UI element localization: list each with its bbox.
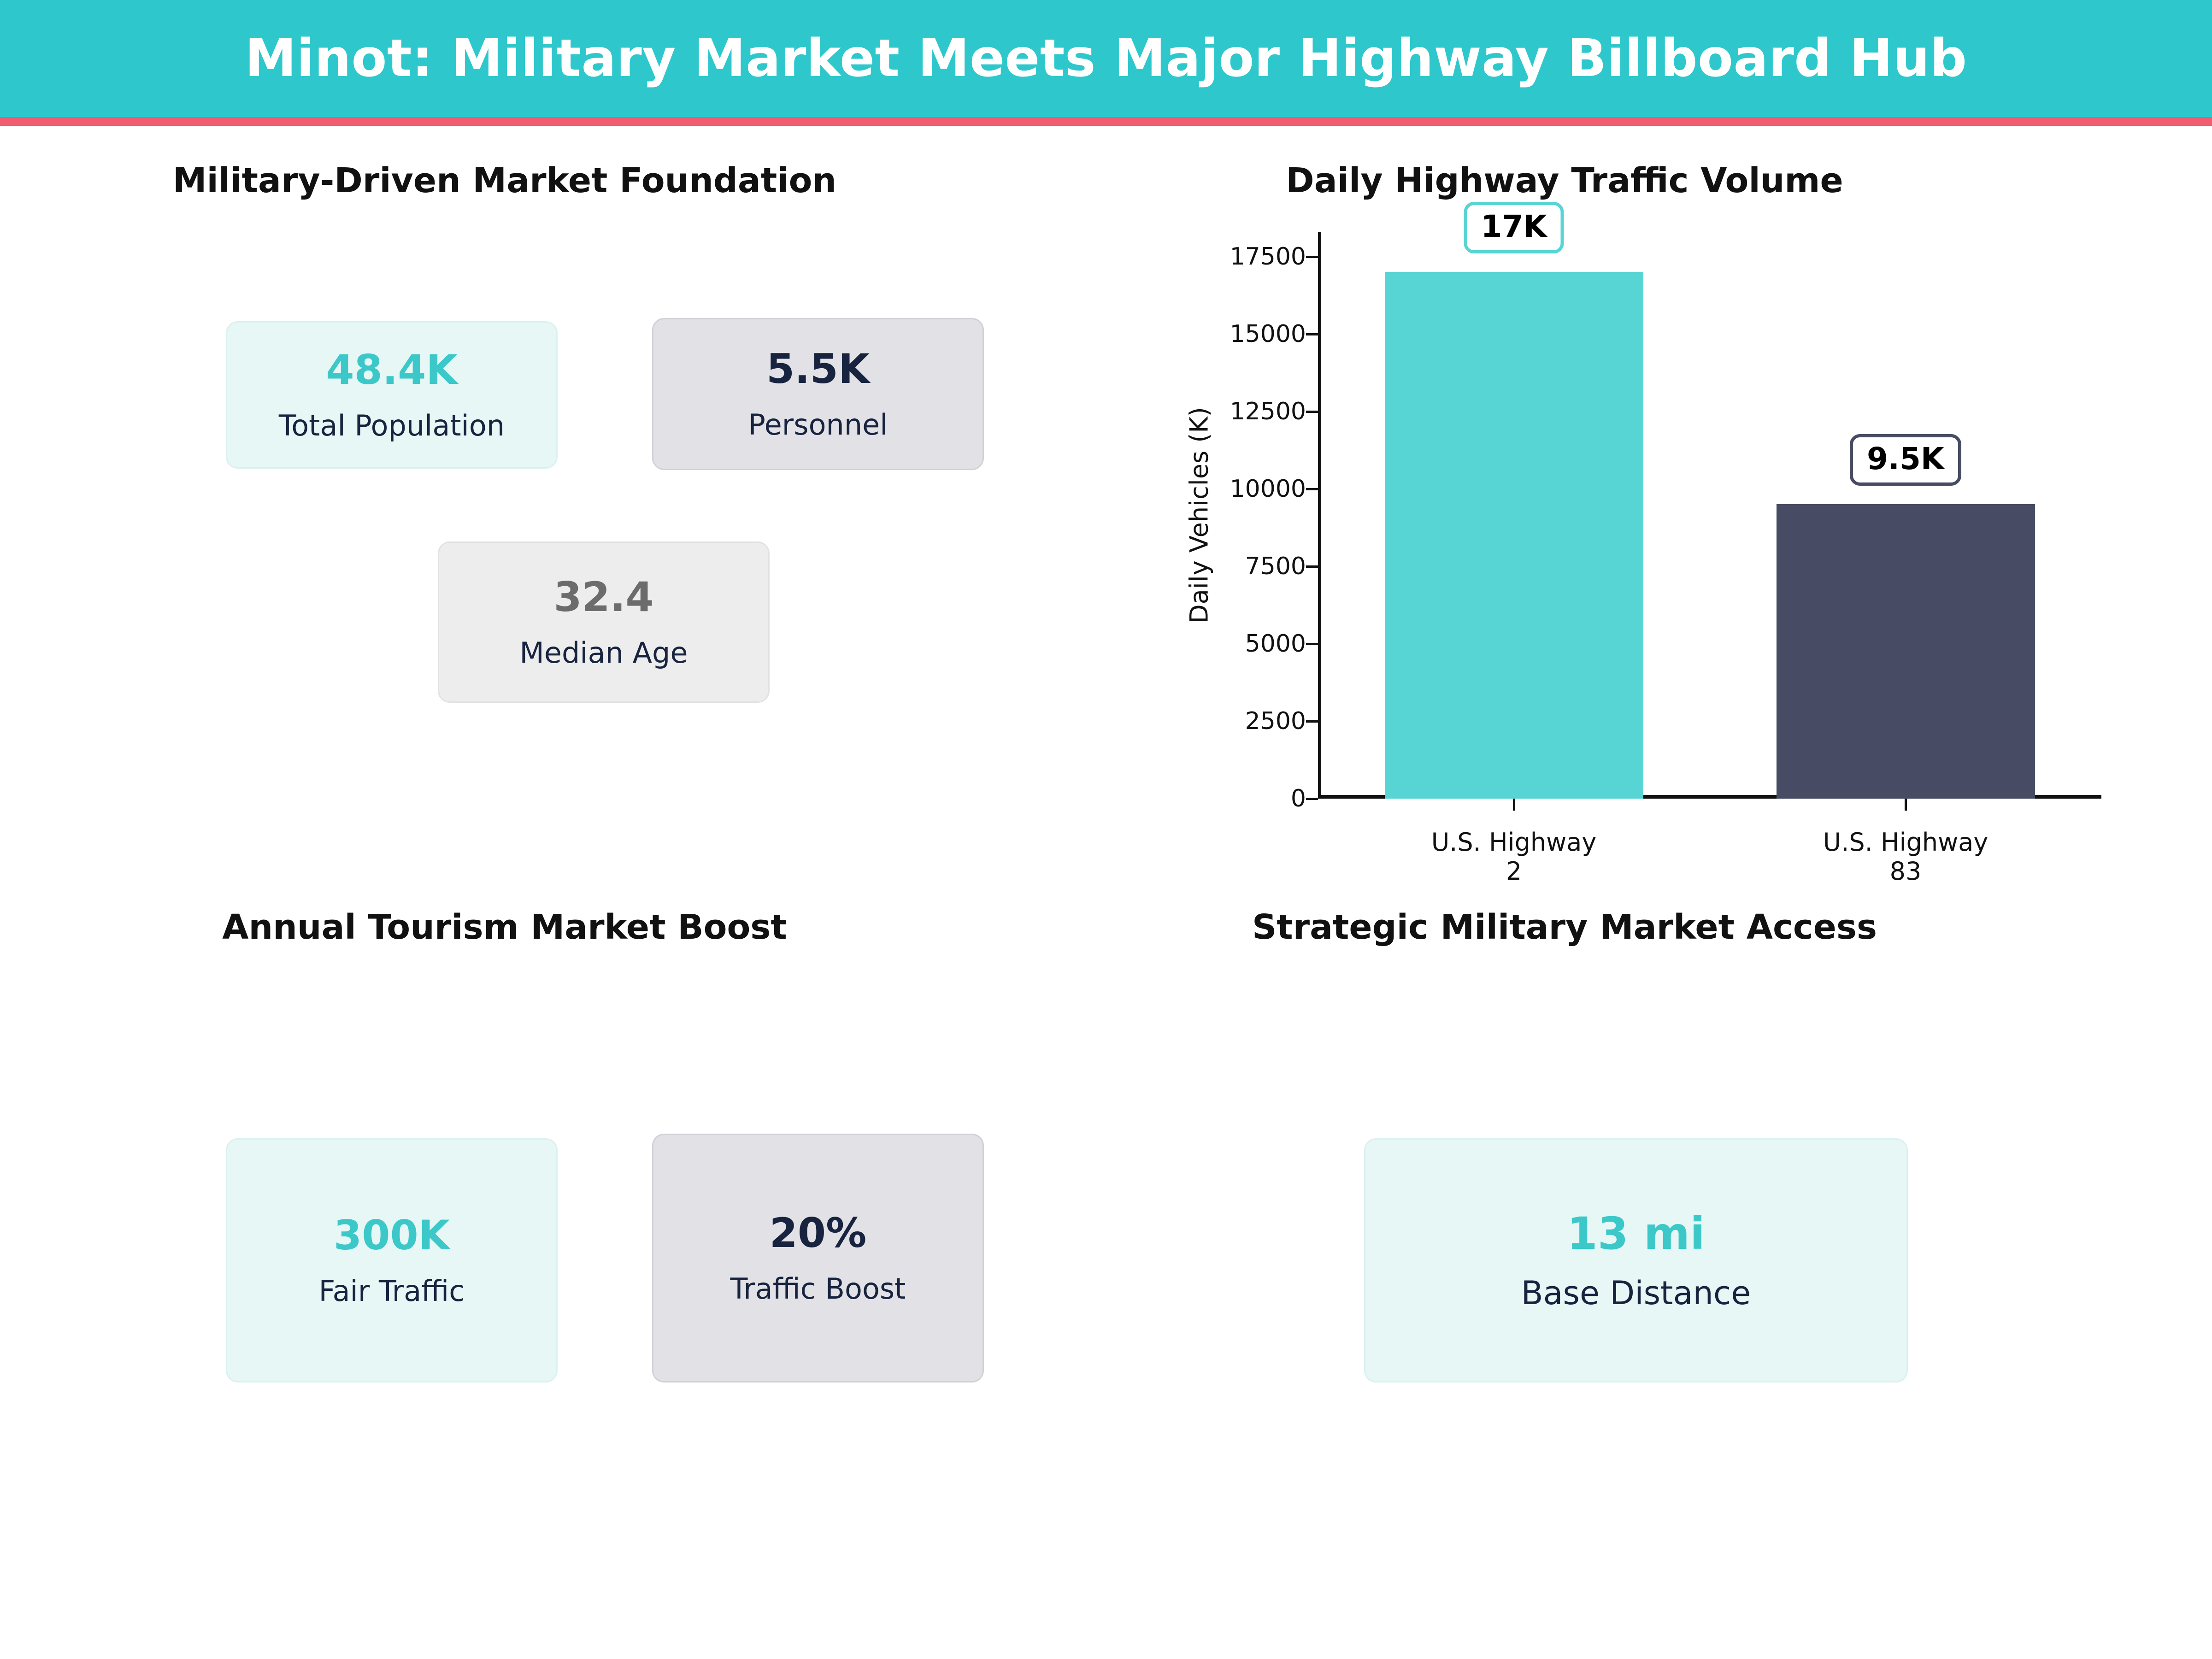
- section-title-military-foundation: Military-Driven Market Foundation: [172, 161, 837, 200]
- stat-value: 32.4: [553, 573, 654, 621]
- y-axis-tick: [1306, 642, 1318, 645]
- y-axis-tick: [1306, 333, 1318, 335]
- chart-plot-area: Daily Vehicles (K) 0 2500 5000 7500 10000 125…: [1185, 202, 2101, 886]
- y-axis-tick: [1306, 410, 1318, 413]
- y-axis-tick-label: 12500: [1230, 397, 1306, 425]
- stat-label: Traffic Boost: [730, 1272, 906, 1306]
- y-axis-tick: [1306, 798, 1318, 800]
- section-title-tourism-boost: Annual Tourism Market Boost: [222, 907, 787, 947]
- stat-value: 48.4K: [326, 346, 458, 394]
- y-axis-title: Daily Vehicles (K): [1184, 407, 1214, 624]
- bar-value-badge-1: 17K: [1464, 202, 1564, 254]
- stat-card-fair-traffic: 300K Fair Traffic: [226, 1138, 558, 1382]
- x-axis-tick-label-line: 2: [1506, 857, 1522, 886]
- stat-value: 13 mi: [1567, 1208, 1705, 1259]
- page-title: Minot: Military Market Meets Major Highw…: [245, 29, 1967, 88]
- section-title-military-access: Strategic Military Market Access: [1252, 907, 1877, 947]
- x-axis-tick-label: U.S. Highway 83: [1758, 828, 2053, 886]
- stat-value: 20%: [769, 1209, 867, 1257]
- stat-card-personnel: 5.5K Personnel: [652, 318, 984, 470]
- stat-card-total-population: 48.4K Total Population: [226, 321, 558, 469]
- y-axis-tick: [1306, 255, 1318, 258]
- x-axis-tick-label-line: U.S. Highway: [1823, 827, 1988, 857]
- y-axis-tick: [1306, 565, 1318, 568]
- bar-1: [1384, 272, 1643, 799]
- stat-value: 5.5K: [766, 345, 870, 393]
- x-axis-tick: [1513, 799, 1515, 811]
- y-axis-tick: [1306, 720, 1318, 723]
- y-axis-spine: [1318, 232, 1321, 799]
- y-axis-tick-label: 2500: [1245, 707, 1306, 735]
- stat-label: Total Population: [278, 409, 505, 442]
- y-axis-tick: [1306, 488, 1318, 490]
- x-axis-tick-label: U.S. Highway 2: [1366, 828, 1661, 886]
- y-axis-tick-label: 7500: [1245, 552, 1306, 580]
- stat-label: Fair Traffic: [318, 1274, 465, 1308]
- x-axis-spine: [1318, 795, 2101, 799]
- stat-card-traffic-boost: 20% Traffic Boost: [652, 1134, 984, 1382]
- stat-card-median-age: 32.4 Median Age: [438, 541, 770, 703]
- x-axis-tick: [1905, 799, 1907, 811]
- page-header: Minot: Military Market Meets Major Highw…: [0, 0, 2212, 126]
- bar-2: [1776, 504, 2035, 799]
- stat-value: 300K: [334, 1212, 450, 1259]
- stat-label: Personnel: [748, 408, 888, 441]
- y-axis-tick-label: 0: [1290, 785, 1306, 812]
- daily-highway-traffic-chart: Daily Vehicles (K) 0 2500 5000 7500 10000 125…: [1060, 202, 2120, 886]
- section-title-highway-traffic: Daily Highway Traffic Volume: [1286, 161, 1843, 200]
- y-axis-tick-label: 10000: [1230, 475, 1306, 503]
- bar-value-badge-2: 9.5K: [1849, 434, 1962, 486]
- stat-card-base-distance: 13 mi Base Distance: [1364, 1138, 1908, 1382]
- x-axis-tick-label-line: 83: [1889, 857, 1922, 886]
- y-axis-tick-label: 5000: [1245, 629, 1306, 658]
- stat-label: Median Age: [519, 636, 688, 670]
- stat-label: Base Distance: [1521, 1274, 1751, 1312]
- y-axis-tick-label: 15000: [1230, 320, 1306, 348]
- x-axis-tick-label-line: U.S. Highway: [1431, 827, 1597, 857]
- y-axis-tick-label: 17500: [1230, 242, 1306, 271]
